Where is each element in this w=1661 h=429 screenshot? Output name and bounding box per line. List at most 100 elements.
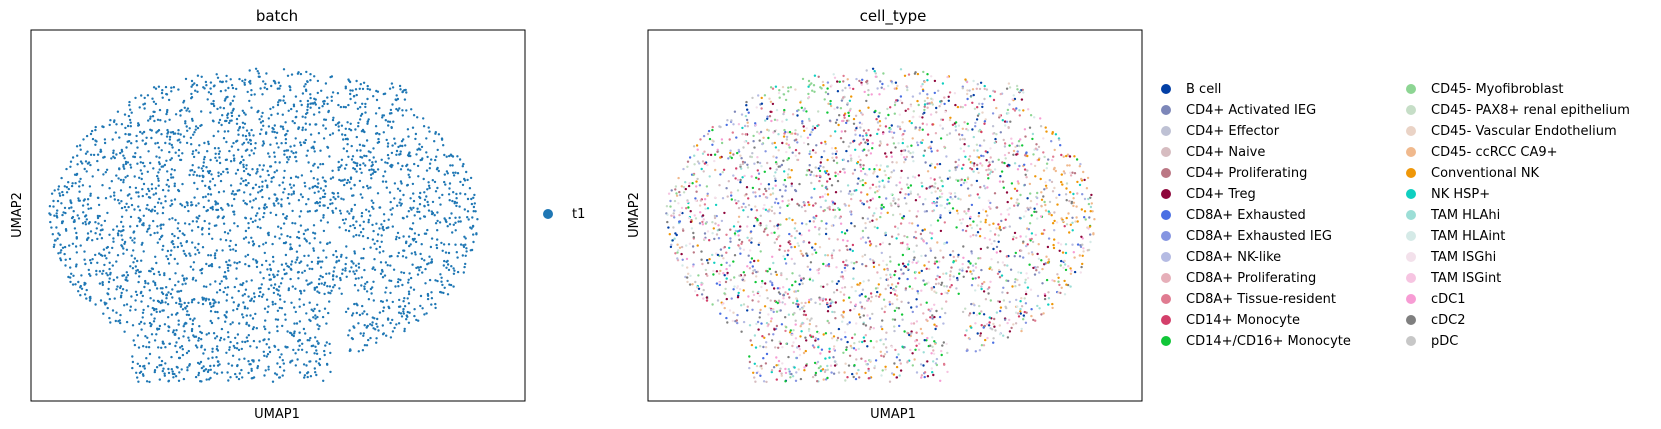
cell-type-point [685, 257, 689, 261]
batch-point [242, 316, 245, 319]
batch-point [140, 300, 143, 303]
batch-point [463, 177, 466, 181]
batch-point [273, 130, 276, 134]
batch-point [145, 207, 148, 210]
batch-point [271, 130, 274, 133]
batch-point [244, 340, 247, 344]
batch-point [177, 148, 181, 152]
batch-point [438, 196, 441, 199]
batch-point [250, 367, 253, 371]
batch-point [79, 294, 82, 297]
batch-point [293, 332, 296, 335]
cell-type-point [988, 205, 991, 209]
batch-point [108, 251, 111, 254]
batch-point [223, 338, 226, 341]
batch-point [269, 143, 272, 146]
batch-point [258, 245, 261, 248]
batch-point [228, 348, 231, 351]
cell-type-point [899, 127, 902, 131]
batch-point [217, 301, 220, 304]
batch-point [164, 120, 167, 123]
cell-type-point [807, 327, 811, 331]
batch-point [173, 184, 176, 188]
batch-point [408, 272, 411, 275]
batch-point [280, 203, 283, 206]
batch-point [345, 256, 348, 259]
batch-point [459, 243, 463, 246]
cell-type-point [826, 87, 829, 90]
cell-type-point [794, 337, 798, 340]
cell-type-point [861, 217, 865, 220]
batch-point [360, 171, 363, 174]
cell-type-point [739, 178, 742, 182]
batch-point [256, 168, 259, 171]
batch-point [211, 350, 214, 353]
batch-point [147, 150, 150, 153]
batch-point [342, 147, 345, 150]
batch-point [401, 164, 404, 168]
cell-type-point [817, 272, 820, 275]
batch-point [157, 346, 160, 349]
cell-type-point [791, 344, 794, 348]
batch-point [251, 187, 255, 190]
cell-type-point [995, 227, 998, 230]
batch-point [434, 302, 437, 306]
batch-point [138, 275, 141, 278]
cell-type-point [1039, 117, 1042, 120]
cell-type-point [702, 288, 705, 292]
cell-type-point [903, 74, 907, 78]
cell-type-point [939, 137, 943, 140]
batch-point [340, 158, 344, 161]
batch-point [202, 205, 206, 209]
batch-point [448, 283, 451, 286]
cell-type-point [869, 292, 873, 295]
batch-point [123, 242, 126, 245]
cell-type-point [866, 142, 870, 146]
batch-point [327, 291, 330, 294]
cell-type-point [944, 110, 947, 114]
batch-point [84, 152, 88, 155]
cell-type-point [908, 221, 911, 225]
batch-point [276, 293, 280, 296]
batch-point [443, 173, 446, 176]
batch-point [106, 245, 110, 249]
batch-point [123, 304, 126, 307]
batch-point [236, 364, 239, 367]
cell-type-point [1042, 151, 1045, 154]
cell-type-point [851, 372, 854, 376]
cell-type-point [701, 262, 704, 266]
batch-point [105, 257, 108, 260]
batch-point [212, 134, 215, 138]
cell-type-point [866, 193, 869, 196]
cell-type-point [997, 268, 1001, 272]
batch-point [200, 331, 203, 335]
cell-type-point [957, 292, 960, 295]
batch-point [244, 202, 247, 205]
cell-type-point [787, 90, 790, 93]
cell-type-point [1039, 125, 1043, 128]
batch-point [254, 142, 257, 145]
batch-point [303, 269, 306, 273]
cell-type-point [761, 142, 764, 146]
cell-type-point [767, 210, 770, 213]
batch-point [454, 216, 457, 219]
batch-point [210, 102, 213, 106]
batch-point [321, 176, 325, 179]
cell-type-point [805, 223, 808, 226]
cell-type-point [784, 291, 787, 294]
batch-point [300, 174, 304, 177]
cell-type-point [895, 356, 899, 359]
batch-point [424, 267, 427, 271]
cell-type-point [889, 260, 892, 263]
cell-type-point [1064, 193, 1068, 196]
cell-type-point [969, 223, 972, 227]
batch-point [232, 301, 235, 304]
batch-point [138, 106, 141, 109]
batch-point [158, 364, 161, 367]
batch-point [173, 246, 176, 249]
batch-point [226, 171, 229, 174]
batch-point [472, 210, 475, 213]
batch-point [217, 152, 221, 156]
batch-point [352, 94, 356, 98]
cell-type-point [861, 340, 864, 344]
